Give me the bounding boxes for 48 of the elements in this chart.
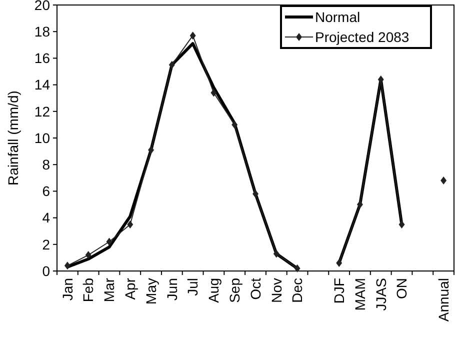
- x-tick-label: Feb: [80, 278, 96, 302]
- x-tick-label: May: [142, 278, 159, 304]
- x-tick-label: Mar: [101, 278, 118, 302]
- y-tick-label: 8: [42, 156, 50, 172]
- point: [398, 220, 405, 228]
- point: [273, 250, 280, 258]
- x-tick-label: Jul: [184, 278, 201, 296]
- x-tick-label: Nov: [268, 278, 284, 303]
- y-tick-label: 20: [34, 0, 50, 13]
- x-tick-label: Oct: [247, 278, 264, 300]
- legend-label: Projected 2083: [315, 28, 410, 45]
- point: [190, 32, 196, 40]
- point: [148, 146, 154, 154]
- point: [210, 88, 217, 97]
- legend-label: Normal: [315, 8, 360, 25]
- y-tick-label: 14: [34, 76, 50, 93]
- point: [252, 190, 258, 198]
- point: [294, 264, 300, 272]
- x-tick-label: Aug: [206, 278, 222, 303]
- point: [378, 75, 384, 84]
- y-tick-label: 2: [42, 236, 50, 252]
- y-tick-label: 18: [34, 24, 50, 40]
- y-tick-label: 16: [34, 50, 50, 66]
- point: [85, 251, 92, 260]
- x-tick-label: ON: [394, 278, 410, 299]
- y-tick-label: 12: [34, 103, 50, 120]
- y-tick-label: 0: [42, 262, 50, 279]
- x-tick-label: Sep: [226, 278, 243, 303]
- point: [127, 220, 134, 228]
- point: [168, 60, 175, 69]
- x-tick-label: Jun: [164, 278, 180, 301]
- x-tick-label: Annual: [435, 278, 452, 322]
- point: [232, 120, 238, 129]
- x-tick-label: JJAS: [372, 278, 389, 311]
- point: [64, 262, 70, 270]
- x-tick-label: Dec: [289, 278, 306, 303]
- y-tick-label: 4: [42, 210, 50, 226]
- point: [440, 176, 447, 185]
- point: [336, 259, 342, 268]
- y-tick-label: 10: [34, 130, 50, 146]
- x-tick-label: DJF: [330, 278, 347, 304]
- x-tick-label: Jan: [59, 278, 76, 301]
- point: [106, 238, 112, 246]
- y-axis-title: Rainfall (mm/d): [4, 90, 21, 186]
- point: [356, 200, 363, 208]
- y-tick-label: 6: [42, 183, 50, 200]
- x-tick-label: Apr: [122, 278, 138, 300]
- x-tick-label: MAM: [352, 278, 368, 311]
